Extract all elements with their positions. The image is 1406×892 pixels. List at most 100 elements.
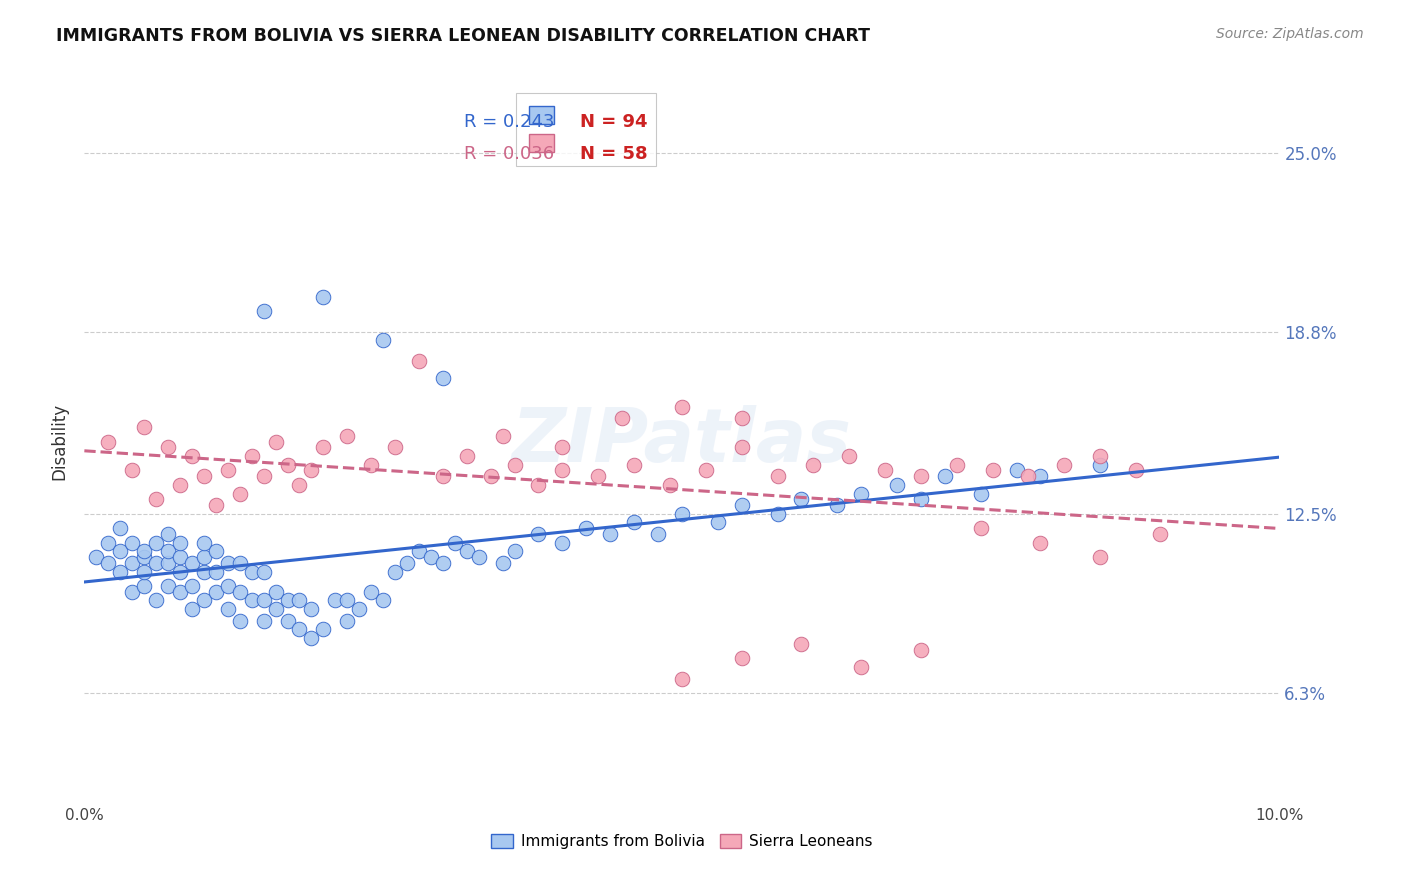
Point bbox=[420, 550, 443, 565]
Point bbox=[181, 579, 204, 593]
Point bbox=[205, 498, 228, 512]
Point bbox=[277, 614, 299, 628]
Point bbox=[110, 565, 132, 579]
Point bbox=[132, 579, 156, 593]
Point bbox=[456, 449, 478, 463]
Point bbox=[671, 672, 693, 686]
Point bbox=[312, 290, 335, 304]
Point bbox=[97, 535, 120, 549]
Point bbox=[169, 535, 191, 549]
Point bbox=[886, 478, 908, 492]
Point bbox=[432, 469, 454, 483]
Point bbox=[132, 544, 156, 558]
Point bbox=[121, 535, 143, 549]
Point bbox=[205, 544, 228, 558]
Point bbox=[312, 440, 335, 454]
Point bbox=[169, 478, 191, 492]
Point bbox=[479, 469, 502, 483]
Point bbox=[228, 584, 252, 599]
Point bbox=[551, 535, 574, 549]
Point bbox=[946, 458, 969, 472]
Point bbox=[336, 429, 359, 443]
Point bbox=[1149, 527, 1171, 541]
Point bbox=[707, 516, 730, 530]
Point bbox=[396, 556, 419, 570]
Point bbox=[623, 458, 645, 472]
Point bbox=[803, 458, 825, 472]
Point bbox=[169, 584, 191, 599]
Point bbox=[910, 469, 932, 483]
Point bbox=[132, 565, 156, 579]
Point bbox=[360, 458, 382, 472]
Text: R = 0.036: R = 0.036 bbox=[464, 145, 554, 163]
Point bbox=[240, 593, 263, 607]
Point bbox=[1029, 469, 1052, 483]
Point bbox=[503, 458, 526, 472]
Point bbox=[384, 440, 406, 454]
Point bbox=[157, 579, 180, 593]
Point bbox=[121, 584, 143, 599]
Point bbox=[181, 602, 204, 616]
Point bbox=[145, 556, 167, 570]
Point bbox=[1090, 550, 1112, 565]
Point bbox=[444, 535, 467, 549]
Point bbox=[264, 584, 287, 599]
Point bbox=[277, 458, 299, 472]
Point bbox=[132, 420, 156, 434]
Point bbox=[145, 593, 167, 607]
Point bbox=[132, 550, 156, 565]
Point bbox=[1053, 458, 1076, 472]
Legend: Immigrants from Bolivia, Sierra Leoneans: Immigrants from Bolivia, Sierra Leoneans bbox=[484, 826, 880, 856]
Point bbox=[110, 521, 132, 535]
Point bbox=[575, 521, 598, 535]
Point bbox=[288, 623, 311, 637]
Point bbox=[1125, 463, 1147, 477]
Point bbox=[86, 550, 108, 565]
Point bbox=[264, 602, 287, 616]
Point bbox=[193, 550, 215, 565]
Point bbox=[253, 614, 276, 628]
Point bbox=[468, 550, 491, 565]
Point bbox=[301, 602, 323, 616]
Point bbox=[612, 411, 634, 425]
Point bbox=[110, 544, 132, 558]
Point bbox=[766, 469, 789, 483]
Point bbox=[1090, 458, 1112, 472]
Point bbox=[217, 463, 239, 477]
Point bbox=[157, 527, 180, 541]
Point bbox=[217, 579, 239, 593]
Point bbox=[228, 614, 252, 628]
Point bbox=[373, 593, 395, 607]
Point bbox=[527, 478, 550, 492]
Point bbox=[981, 463, 1004, 477]
Point bbox=[647, 527, 669, 541]
Point bbox=[1029, 535, 1052, 549]
Point bbox=[910, 492, 932, 507]
Point bbox=[695, 463, 717, 477]
Text: Source: ZipAtlas.com: Source: ZipAtlas.com bbox=[1216, 27, 1364, 41]
Point bbox=[193, 535, 215, 549]
Point bbox=[336, 593, 359, 607]
Point bbox=[790, 637, 813, 651]
Point bbox=[432, 556, 454, 570]
Point bbox=[910, 642, 932, 657]
Point bbox=[312, 623, 335, 637]
Point bbox=[456, 544, 478, 558]
Point bbox=[408, 544, 430, 558]
Point bbox=[228, 486, 252, 500]
Point bbox=[157, 544, 180, 558]
Y-axis label: Disability: Disability bbox=[51, 403, 69, 480]
Point bbox=[205, 565, 228, 579]
Point bbox=[193, 593, 215, 607]
Point bbox=[240, 449, 263, 463]
Point bbox=[193, 469, 215, 483]
Point bbox=[432, 371, 454, 385]
Point bbox=[301, 631, 323, 645]
Point bbox=[527, 527, 550, 541]
Point bbox=[253, 304, 276, 318]
Point bbox=[253, 593, 276, 607]
Point bbox=[288, 478, 311, 492]
Point bbox=[217, 602, 239, 616]
Point bbox=[503, 544, 526, 558]
Point bbox=[205, 584, 228, 599]
